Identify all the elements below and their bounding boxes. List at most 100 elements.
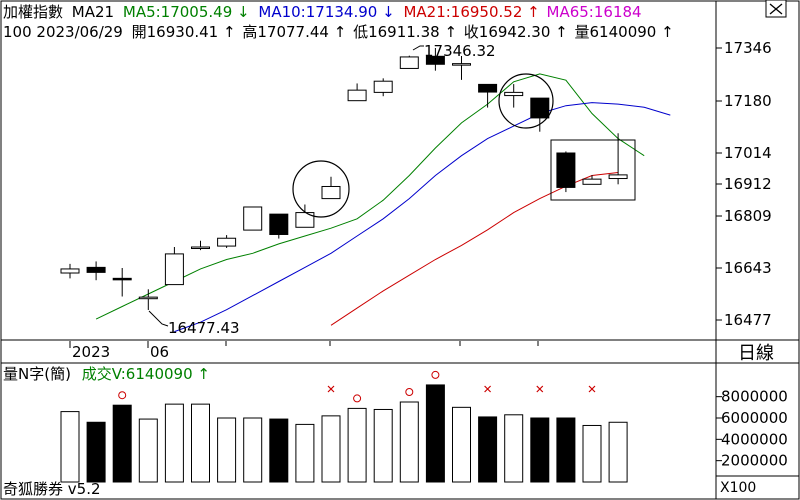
volume-bar: [60, 411, 80, 483]
candle: [321, 176, 341, 200]
header-open: 開16930.41: [132, 23, 219, 41]
candle: [530, 97, 550, 132]
volume-bar: [425, 384, 445, 483]
candle: [60, 263, 80, 279]
volume-bars: [60, 370, 628, 483]
volume-bar: [191, 403, 210, 483]
price-tick-label: 16643: [724, 259, 772, 277]
candle-body-up: [164, 253, 184, 286]
candles: [60, 48, 628, 310]
volume-bar: [269, 418, 289, 483]
header-ma-label: MA21: [72, 3, 114, 21]
header-ma10: MA10:17134.90: [258, 3, 377, 21]
candle-body-up: [582, 178, 602, 185]
volume-bar: [452, 406, 471, 483]
price-tick-label: 17014: [724, 144, 772, 162]
candle: [373, 78, 393, 97]
candle-body-up: [60, 268, 80, 274]
candle: [504, 84, 524, 108]
ma10-line: [174, 102, 671, 333]
price-tick-label: 16912: [724, 175, 772, 193]
volume-bar: [164, 403, 184, 483]
volume-bar: [373, 408, 393, 483]
candle-body-up: [452, 63, 471, 66]
candle-body-up: [504, 91, 524, 97]
volume-bar: [321, 415, 341, 483]
header-ma21: MA21:16950.52: [403, 3, 522, 21]
volume-circle-marker: [353, 394, 362, 403]
volume-cross-marker: [484, 385, 492, 393]
highlight-circle-1: [292, 160, 350, 218]
candle: [425, 48, 445, 71]
candle-body-down: [425, 55, 445, 65]
candle: [608, 133, 628, 185]
candle: [452, 55, 471, 80]
price-tick-label: 16809: [724, 207, 772, 225]
header-ma65: MA65:16184: [547, 3, 642, 21]
volume-bar: [295, 423, 315, 483]
footer-brand: 奇狐勝券 v5.2: [3, 480, 101, 498]
volume-cross-marker: [327, 385, 335, 393]
volume-unit: X100: [720, 480, 756, 496]
candle-body-up: [608, 174, 628, 180]
candle: [269, 213, 289, 239]
close-button[interactable]: [765, 0, 787, 18]
header-low: 低16911.38: [353, 23, 440, 41]
volume-bar: [530, 417, 550, 483]
candle-body-up: [399, 56, 419, 69]
candle: [582, 175, 602, 185]
volume-circle-marker: [405, 388, 414, 396]
volume-bar: [138, 418, 158, 483]
volume-axis: 8000000 6000000 4000000 2000000: [716, 388, 788, 470]
header-title: 加權指數: [3, 3, 63, 21]
candle-body-up: [243, 206, 263, 231]
candle-body-up: [321, 185, 341, 200]
x-label-06: 06: [150, 343, 169, 361]
volume-cross-marker: [588, 385, 596, 393]
high-label: 17346.32: [424, 42, 496, 60]
volume-bar: [243, 417, 263, 483]
candle: [478, 83, 498, 108]
period-label[interactable]: 日線: [738, 343, 774, 364]
volume-bar: [86, 421, 106, 483]
candle: [217, 235, 237, 248]
volume-bar: [608, 421, 628, 483]
candle-body-up: [191, 246, 210, 250]
volume-header: 量N字(簡) 成交V:6140090 ↑: [3, 365, 210, 383]
volume-cross-marker: [536, 385, 544, 393]
ma21-line: [330, 172, 619, 326]
volume-circle-marker: [431, 370, 440, 379]
volume-sub: 成交V:6140090: [82, 365, 193, 383]
candle-body-down: [530, 97, 550, 119]
volume-bar: [112, 404, 132, 483]
ma5-line: [95, 73, 645, 320]
volume-tick-label: 2000000: [721, 452, 788, 470]
candle-body-up: [138, 296, 158, 300]
candle-body-down: [478, 83, 498, 93]
price-axis: 17346 17180 17014 16912 16809 16643 16477: [716, 39, 772, 329]
high-arrow-icon: ↑: [334, 23, 347, 41]
candle: [399, 55, 419, 69]
volume-circle-marker: [118, 391, 127, 400]
volume-bar: [504, 414, 524, 483]
volume-title: 量N字(簡): [3, 365, 71, 383]
volume-bar: [399, 401, 419, 483]
volume-bar: [556, 417, 576, 483]
x-label-2023: 2023: [72, 343, 110, 361]
candle: [243, 206, 263, 231]
candle-body-up: [217, 237, 237, 247]
open-arrow-icon: ↑: [223, 23, 236, 41]
header-high: 高17077.44: [242, 23, 329, 41]
x-axis-ticks: [225, 341, 539, 346]
candle-body-down: [112, 277, 132, 281]
volume-bar: [347, 407, 367, 483]
volume-arrow-icon: ↑: [661, 23, 674, 41]
candle: [295, 204, 315, 228]
candle: [191, 240, 210, 251]
candle: [138, 289, 158, 310]
candle: [164, 247, 184, 286]
header-close: 收16942.30: [464, 23, 551, 41]
price-tick-label: 17180: [724, 92, 772, 110]
